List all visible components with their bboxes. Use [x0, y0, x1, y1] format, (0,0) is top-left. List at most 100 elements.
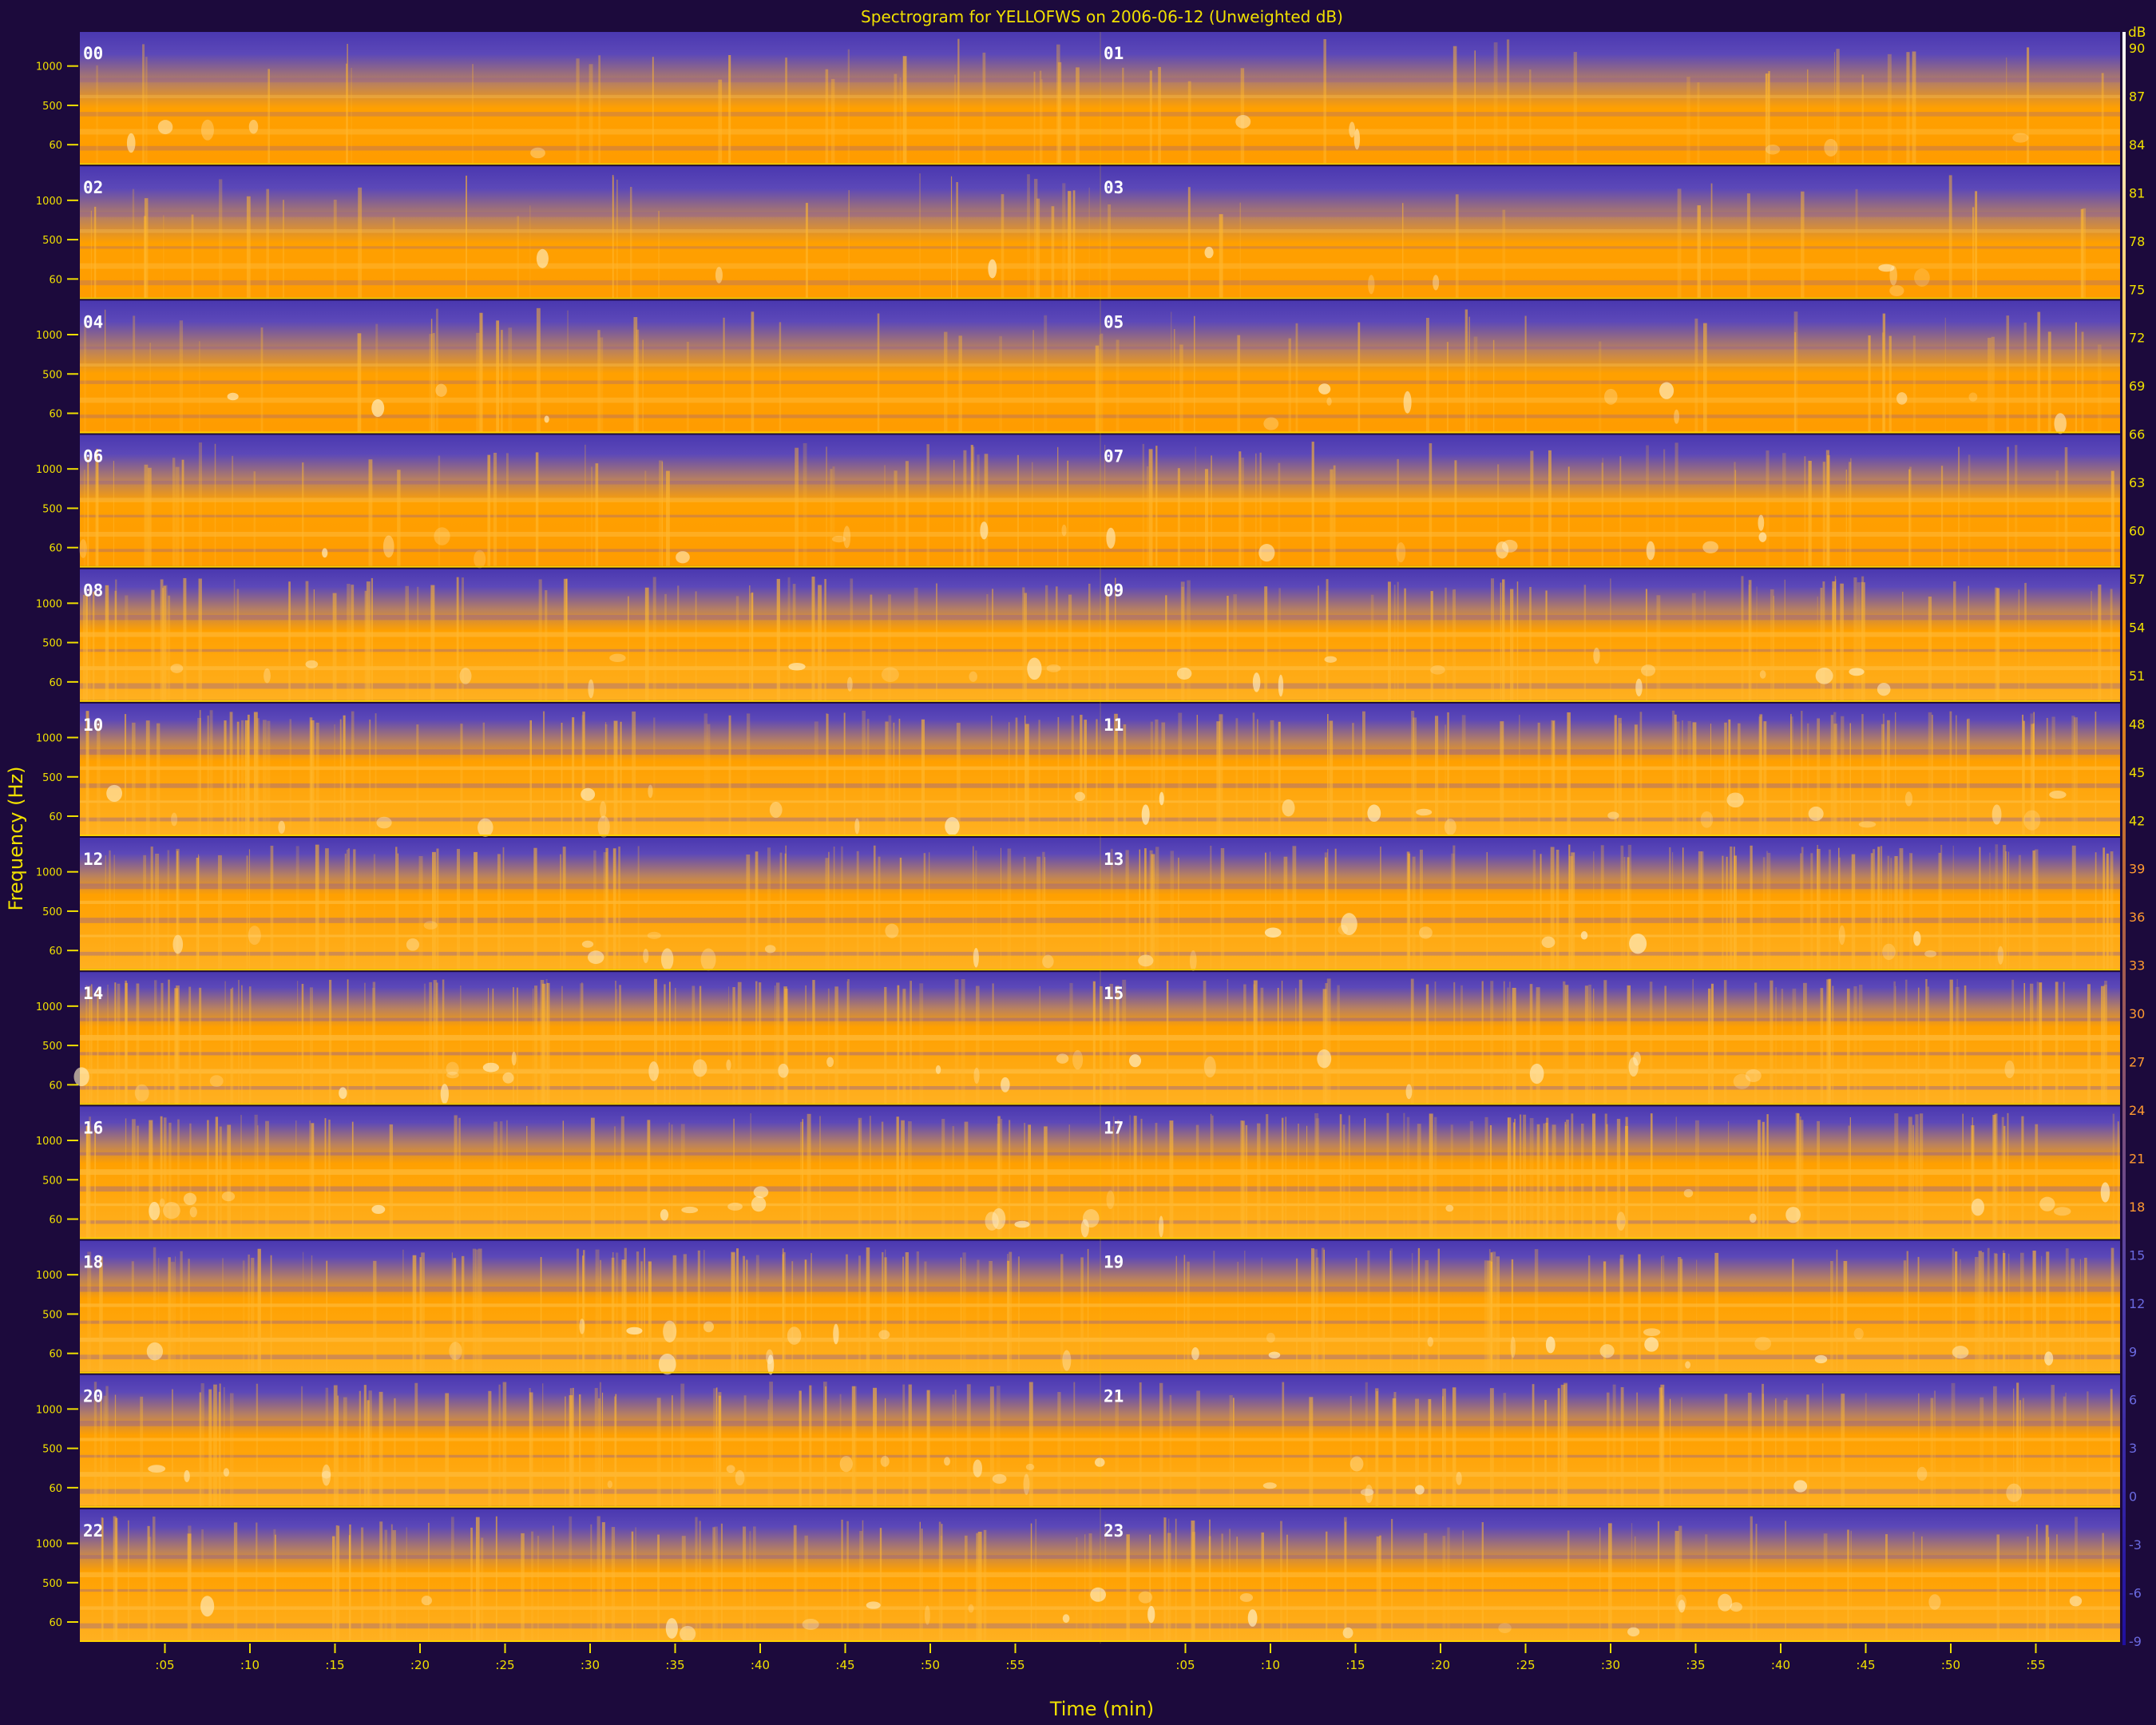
transient-streak — [253, 471, 256, 566]
intensity-spot — [1971, 1198, 1984, 1216]
harmonic-band — [80, 1438, 2120, 1441]
intensity-spot — [459, 668, 472, 684]
transient-streak — [728, 715, 731, 835]
transient-streak — [695, 591, 697, 700]
transient-streak — [1692, 722, 1697, 835]
transient-streak — [1279, 1521, 1282, 1640]
harmonic-band — [80, 397, 2120, 403]
intensity-spot — [1793, 1480, 1808, 1493]
transient-streak — [1519, 715, 1520, 835]
transient-streak — [373, 854, 376, 970]
intensity-spot — [1992, 804, 2002, 825]
intensity-spot — [587, 950, 604, 965]
transient-streak — [346, 63, 347, 164]
transient-streak — [671, 1124, 673, 1238]
transient-streak — [1146, 466, 1149, 566]
transient-streak — [1960, 1259, 1961, 1372]
transient-streak — [953, 459, 955, 566]
transient-streak — [1243, 984, 1246, 1104]
transient-streak — [1931, 715, 1933, 835]
transient-streak — [2110, 589, 2113, 700]
intensity-spot — [1138, 954, 1154, 967]
transient-streak — [1158, 66, 1161, 164]
colorbar-tick-label: 75 — [2129, 282, 2145, 297]
intensity-spot — [1106, 527, 1116, 549]
intensity-spot — [171, 812, 178, 827]
transient-streak — [2037, 311, 2041, 432]
transient-streak — [1620, 1386, 1624, 1506]
transient-streak — [769, 1382, 773, 1506]
transient-streak — [1503, 981, 1505, 1104]
harmonic-band — [80, 531, 2120, 537]
transient-streak — [983, 1529, 987, 1640]
spectrogram-panel — [80, 1374, 2120, 1506]
transient-streak — [1601, 462, 1603, 566]
transient-streak — [977, 1532, 982, 1640]
transient-streak — [627, 596, 629, 700]
transient-streak — [1461, 715, 1466, 835]
transient-streak — [1890, 858, 1892, 970]
harmonic-band — [80, 1354, 2120, 1360]
transient-streak — [1694, 318, 1698, 432]
transient-streak — [1460, 985, 1463, 1104]
transient-streak — [680, 1124, 685, 1238]
transient-streak — [1151, 854, 1155, 970]
transient-streak — [1908, 852, 1913, 970]
intensity-spot — [172, 934, 184, 954]
transient-streak — [644, 470, 647, 566]
intensity-spot — [854, 818, 860, 835]
intensity-spot — [880, 1455, 890, 1467]
transient-streak — [923, 853, 926, 970]
transient-streak — [1770, 980, 1774, 1104]
intensity-spot — [1138, 1591, 1153, 1604]
transient-streak — [442, 979, 445, 1104]
transient-streak — [1365, 1382, 1368, 1506]
transient-streak — [1095, 345, 1100, 432]
intensity-spot — [421, 1596, 432, 1606]
transient-streak — [1797, 1113, 1800, 1238]
transient-streak — [1500, 721, 1504, 835]
transient-streak — [873, 845, 876, 970]
intensity-spot — [1427, 1337, 1433, 1347]
transient-streak — [2075, 1517, 2078, 1640]
transient-streak — [1099, 985, 1103, 1104]
hour-label: 12 — [83, 850, 103, 869]
transient-streak — [85, 595, 89, 700]
transient-streak — [1861, 576, 1865, 700]
intensity-spot — [1262, 1482, 1277, 1489]
spectrogram-panel — [80, 1106, 2120, 1238]
transient-streak — [620, 721, 622, 835]
transient-streak — [637, 846, 640, 970]
transient-streak — [1638, 1254, 1641, 1372]
transient-streak — [652, 57, 654, 164]
transient-streak — [2079, 1259, 2081, 1372]
intensity-spot — [376, 816, 392, 829]
transient-streak — [1265, 852, 1266, 970]
transient-streak — [595, 463, 599, 566]
spectrogram-panel — [80, 703, 2120, 835]
transient-streak — [475, 1517, 480, 1640]
transient-streak — [92, 591, 95, 700]
transient-streak — [89, 585, 91, 700]
intensity-spot — [1718, 1593, 1733, 1612]
intensity-spot — [1496, 541, 1509, 559]
transient-streak — [654, 978, 657, 1104]
transient-streak — [103, 1395, 107, 1506]
transient-streak — [644, 1247, 645, 1372]
transient-streak — [208, 1389, 212, 1506]
transient-streak — [681, 1536, 686, 1640]
transient-streak — [1918, 1393, 1920, 1506]
transient-streak — [334, 724, 335, 835]
transient-streak — [2007, 1112, 2009, 1238]
transient-streak — [1055, 586, 1058, 700]
intensity-spot — [988, 259, 997, 279]
harmonic-band — [80, 480, 2120, 485]
transient-streak — [1060, 1254, 1064, 1372]
transient-streak — [616, 179, 618, 298]
freq-tick-label: 60 — [49, 677, 62, 689]
transient-streak — [1671, 710, 1675, 835]
intensity-spot — [2049, 791, 2067, 799]
transient-streak — [2110, 851, 2114, 970]
transient-streak — [677, 585, 680, 700]
